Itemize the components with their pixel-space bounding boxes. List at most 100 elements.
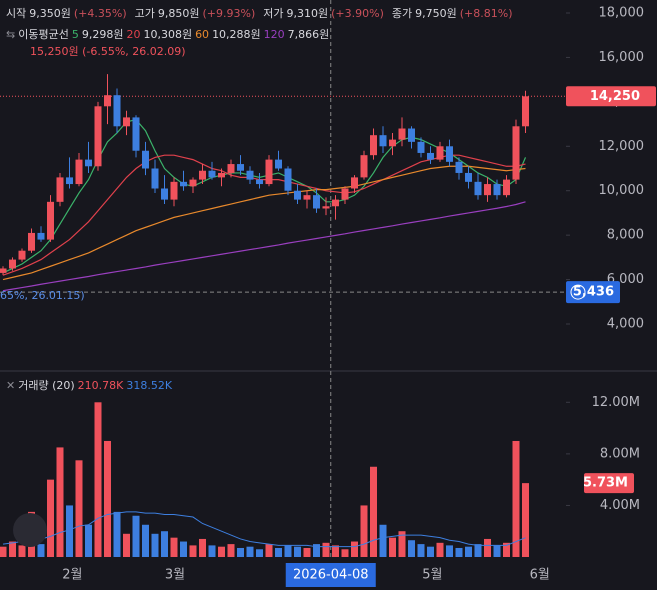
ma-period: 60 xyxy=(195,28,210,41)
candle-body xyxy=(37,232,45,240)
candle-body xyxy=(237,164,244,171)
volume-bar xyxy=(313,544,320,557)
volume-stat: 210.78K xyxy=(77,379,124,392)
volume-bar xyxy=(303,547,311,557)
ohlc-legend: 시작 9,350원 (+4.35%) 고가 9,850원 (+9.93%) 저가 9,310원… xyxy=(6,5,521,21)
volume-bar xyxy=(227,544,235,557)
ohlc-change: (+3.90%) xyxy=(331,7,384,20)
volume-bar xyxy=(132,515,140,557)
candle-body xyxy=(427,152,434,160)
volume-bar xyxy=(512,440,520,557)
candle-body xyxy=(151,168,159,189)
close-icon[interactable]: ✕ xyxy=(6,379,16,392)
volume-bar xyxy=(474,544,482,557)
candle-body xyxy=(18,250,26,260)
y-tick-label: 16,000 xyxy=(599,50,645,65)
candle-body xyxy=(436,146,444,160)
ma-value: 7,866원 xyxy=(287,28,330,41)
volume-bar xyxy=(104,440,111,557)
volume-bar xyxy=(493,545,501,557)
ohlc-value: 9,750원 xyxy=(415,7,457,20)
candle-body xyxy=(322,206,330,209)
candle-body xyxy=(512,126,520,180)
y-tick-label: 18,000 xyxy=(599,5,645,20)
candle-body xyxy=(123,117,130,127)
max-note: 15,250원 (-6.55%, 26.02.09) xyxy=(30,45,186,58)
volume-bar xyxy=(341,549,349,557)
candle-body xyxy=(256,179,263,185)
candle-body xyxy=(218,172,225,178)
y-tick-label: 8,000 xyxy=(607,228,644,243)
candle-body xyxy=(161,188,168,200)
add-button[interactable] xyxy=(570,284,586,300)
candle-body xyxy=(47,201,54,240)
last-price-box xyxy=(566,86,656,107)
candle-body xyxy=(360,155,368,178)
volume-bar xyxy=(379,524,387,557)
crosshair-price-box xyxy=(566,281,620,304)
candle-body xyxy=(455,161,463,173)
ohlc-label: 종가 xyxy=(391,7,413,20)
volume-bar xyxy=(199,538,206,557)
y-tick-label: 10,000 xyxy=(599,183,645,198)
last-price-label: 14,250 xyxy=(590,89,640,104)
ma-title: 이동평균선 xyxy=(18,28,69,41)
volume-bar xyxy=(522,483,529,557)
x-tick-label: 6월 xyxy=(530,568,550,583)
icon[interactable]: ⇆ xyxy=(6,28,16,41)
candle-body xyxy=(522,96,529,127)
candle-body xyxy=(28,232,35,251)
volume-bar xyxy=(246,546,254,557)
min-note: 65%, 26.01.15) xyxy=(0,289,85,302)
candle-body xyxy=(265,159,273,185)
volume-bar xyxy=(294,546,301,557)
candle-body xyxy=(132,117,140,151)
y-tick-label: 8.00M xyxy=(600,446,640,461)
volume-bar xyxy=(75,460,83,557)
volume-average xyxy=(2,511,526,548)
candle-body xyxy=(275,159,282,169)
candle-body xyxy=(85,159,92,167)
ma-period: 5 xyxy=(71,28,79,41)
candle-body xyxy=(208,170,216,178)
moving-average xyxy=(2,201,526,292)
ma-value: 10,308원 xyxy=(143,28,193,41)
candle-body xyxy=(180,181,187,187)
x-tick-label: 3월 xyxy=(165,568,185,583)
volume-bar xyxy=(417,544,425,557)
ma-period: 120 xyxy=(263,28,285,41)
y-tick-label: 12,000 xyxy=(599,139,645,154)
candle-body xyxy=(351,177,358,189)
candle-body xyxy=(408,128,415,142)
moving-average xyxy=(2,165,526,281)
candle-body xyxy=(493,184,501,196)
volume-bar xyxy=(265,544,273,557)
logo xyxy=(13,513,47,547)
candle-body xyxy=(170,181,178,200)
volume-bar xyxy=(484,538,491,557)
volume-bar xyxy=(218,546,225,557)
volume-bar xyxy=(113,511,121,557)
candle-body xyxy=(474,181,482,196)
crosshair-date-box xyxy=(285,563,376,587)
y-tick-label: 4,000 xyxy=(607,317,644,332)
volume-bar xyxy=(370,466,377,557)
volume-bar xyxy=(465,546,472,557)
candle-body xyxy=(189,179,197,187)
volume-stat: 318.52K xyxy=(126,379,173,392)
candle-body xyxy=(113,95,121,127)
crosshair-price-label: 5,436 xyxy=(573,285,614,300)
volume-bar xyxy=(170,537,178,557)
candle-body xyxy=(398,128,406,140)
y-tick-label: 4.00M xyxy=(600,498,640,513)
volume-bar xyxy=(47,479,54,557)
candle-body xyxy=(341,188,349,200)
candle-body xyxy=(9,259,16,269)
volume-bar xyxy=(94,402,102,557)
volume-bar xyxy=(161,531,168,557)
x-tick-label: 5월 xyxy=(422,568,442,583)
last-volume-label: 5.73M xyxy=(583,476,628,491)
ohlc-label: 시작 xyxy=(6,7,27,20)
candle-body xyxy=(484,184,491,196)
